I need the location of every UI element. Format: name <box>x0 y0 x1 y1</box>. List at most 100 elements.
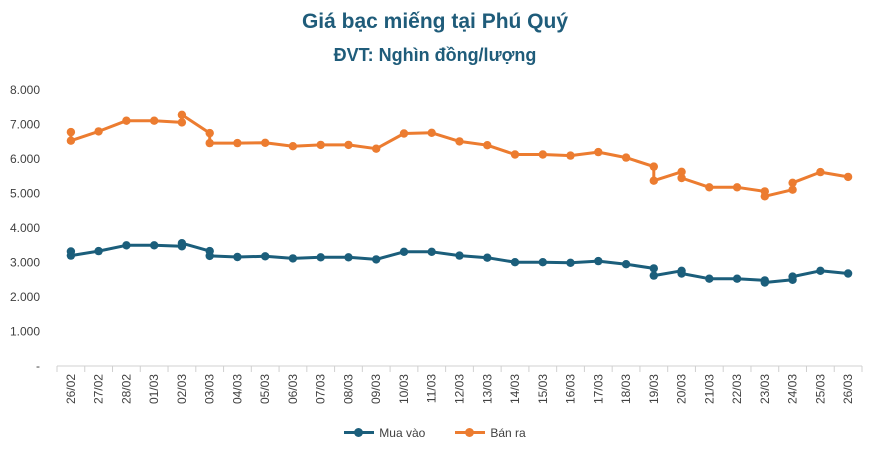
data-point <box>649 271 658 280</box>
data-point <box>399 129 409 138</box>
data-point <box>705 183 714 192</box>
data-point <box>566 151 575 160</box>
x-tick-label: 18/03 <box>619 374 633 404</box>
data-point <box>677 167 686 176</box>
data-point <box>66 136 76 145</box>
chart-subtitle: ĐVT: Nghìn đồng/lượng <box>333 45 537 65</box>
data-point <box>122 116 131 125</box>
data-point <box>150 116 159 125</box>
x-tick-label: 12/03 <box>453 374 467 404</box>
data-point <box>816 266 825 275</box>
x-tick-label: 09/03 <box>369 374 383 404</box>
legend-label-ban-ra: Bán ra <box>490 426 526 440</box>
x-tick-label: 01/03 <box>147 374 161 404</box>
data-point <box>316 253 325 262</box>
data-point <box>205 251 214 261</box>
legend-item-mua-vao: Mua vào <box>344 426 425 440</box>
data-point <box>760 278 769 287</box>
x-tick-label: 02/03 <box>175 374 189 404</box>
data-point <box>677 173 686 183</box>
series-line-0 <box>69 241 850 284</box>
data-point <box>150 241 159 250</box>
legend-item-ban-ra: Bán ra <box>455 426 526 440</box>
x-tick-label: 26/02 <box>64 374 78 404</box>
data-point <box>233 138 242 148</box>
data-point <box>372 144 381 153</box>
data-point <box>344 140 353 150</box>
x-tick-label: 03/03 <box>203 374 217 404</box>
data-point <box>233 252 242 262</box>
data-point <box>705 274 714 283</box>
y-tick-label: 5.000 <box>10 187 40 201</box>
x-tick-label: 23/03 <box>758 374 772 404</box>
data-point <box>205 128 214 138</box>
data-point <box>843 269 853 278</box>
data-point <box>566 258 575 267</box>
data-point <box>316 140 325 150</box>
data-point <box>538 258 547 267</box>
y-tick-label: - <box>36 359 40 373</box>
x-tick-label: 13/03 <box>480 374 494 404</box>
x-tick-label: 25/03 <box>813 374 827 404</box>
x-tick-label: 08/03 <box>341 374 355 404</box>
legend-label-mua-vao: Mua vào <box>379 426 426 440</box>
data-point <box>649 264 658 273</box>
data-point <box>261 138 270 147</box>
x-tick-label: 15/03 <box>536 374 550 404</box>
data-point <box>483 141 492 150</box>
x-tick-label: 04/03 <box>230 374 244 404</box>
data-point <box>372 255 381 264</box>
data-point <box>94 127 103 136</box>
y-tick-label: 8.000 <box>10 83 40 97</box>
data-point <box>621 260 631 269</box>
data-point <box>788 185 797 194</box>
y-tick-label: 7.000 <box>10 118 40 132</box>
data-point <box>594 147 603 157</box>
data-point <box>288 142 298 151</box>
chart-title: Giá bạc miếng tại Phú Quý <box>301 10 569 33</box>
data-point <box>788 272 797 281</box>
data-point <box>427 247 436 256</box>
data-point <box>843 172 853 182</box>
x-tick-label: 07/03 <box>314 374 328 404</box>
data-point <box>94 246 103 256</box>
data-point <box>261 252 270 261</box>
data-point <box>732 183 742 192</box>
data-point <box>205 138 214 148</box>
data-point <box>455 251 464 260</box>
data-point <box>483 253 492 262</box>
data-point <box>538 150 547 159</box>
data-point <box>66 127 76 137</box>
data-point <box>649 176 658 185</box>
x-tick-label: 05/03 <box>258 374 272 404</box>
data-point <box>760 192 769 201</box>
data-point <box>427 128 436 137</box>
legend-swatch-ban-ra <box>455 427 486 439</box>
y-tick-label: 1.000 <box>10 325 40 339</box>
data-point <box>399 247 409 256</box>
x-tick-label: 16/03 <box>564 374 578 404</box>
x-tick-label: 17/03 <box>591 374 605 404</box>
data-point <box>677 269 686 278</box>
data-point <box>732 274 742 283</box>
y-tick-label: 2.000 <box>10 290 40 304</box>
data-point <box>621 153 631 162</box>
x-tick-label: 14/03 <box>508 374 522 404</box>
data-point <box>510 150 520 159</box>
y-tick-label: 3.000 <box>10 256 40 270</box>
data-point <box>177 110 187 120</box>
x-tick-label: 22/03 <box>730 374 744 404</box>
x-tick-label: 26/03 <box>841 374 855 404</box>
x-tick-label: 06/03 <box>286 374 300 404</box>
data-point <box>816 167 825 177</box>
data-point <box>177 239 187 248</box>
x-tick-label: 19/03 <box>647 374 661 404</box>
series-line-1 <box>69 113 850 198</box>
data-point <box>344 253 353 262</box>
data-point <box>510 258 520 267</box>
x-tick-label: 10/03 <box>397 374 411 404</box>
x-tick-label: 27/02 <box>92 374 106 404</box>
data-point <box>66 251 76 260</box>
legend-swatch-mua-vao <box>344 427 375 439</box>
